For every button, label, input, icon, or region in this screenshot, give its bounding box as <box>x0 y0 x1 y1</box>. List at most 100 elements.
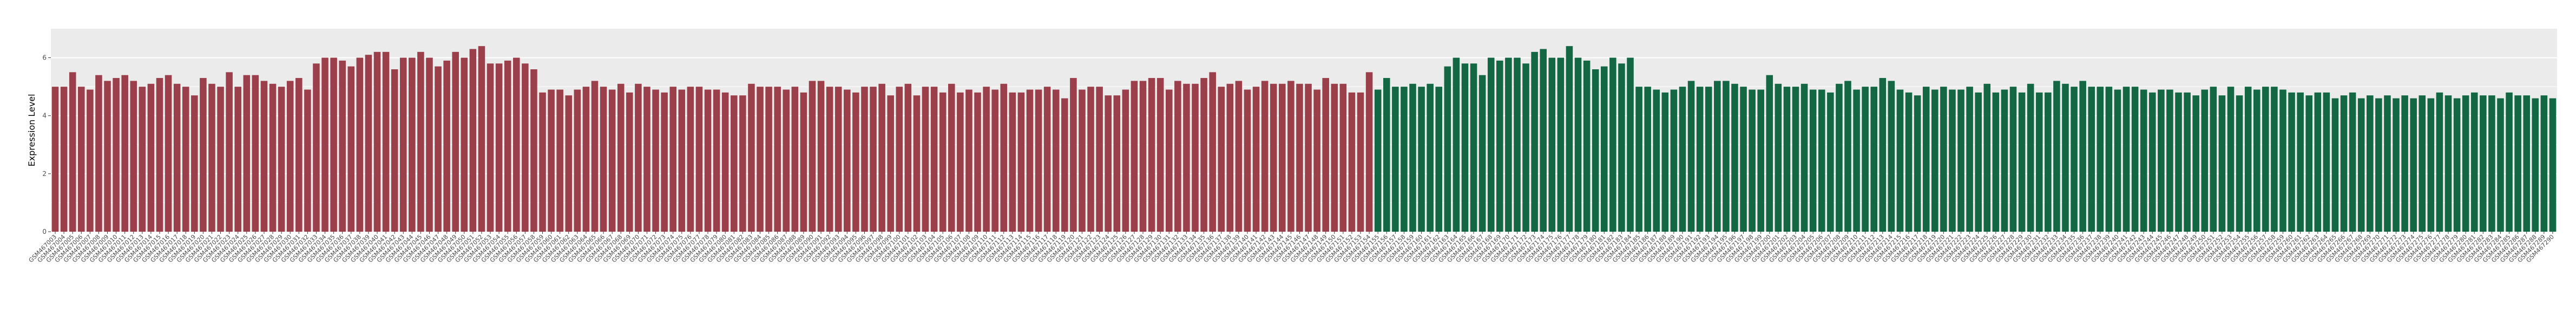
bar <box>1453 57 1460 232</box>
bar <box>1461 63 1469 232</box>
bar <box>904 83 912 232</box>
bar <box>2210 87 2217 232</box>
bar <box>1931 89 1938 232</box>
bar <box>1635 87 1642 232</box>
bar <box>321 57 328 232</box>
bar <box>1244 89 1251 232</box>
bar <box>626 92 633 232</box>
bar <box>1070 78 1077 232</box>
bar <box>1696 87 1704 232</box>
bar <box>817 81 825 232</box>
bar <box>252 75 259 232</box>
bar <box>678 89 686 232</box>
bar <box>243 75 251 232</box>
bar <box>217 87 224 232</box>
bar <box>1966 87 1973 232</box>
bar <box>1357 92 1364 232</box>
bar <box>1470 63 1477 232</box>
bar <box>887 95 894 232</box>
y-axis-ticks: 0 2 4 6 <box>42 54 51 236</box>
bar <box>356 57 364 232</box>
bar <box>2079 81 2086 232</box>
bar <box>1653 89 1660 232</box>
bar <box>2444 95 2452 232</box>
bar <box>2497 98 2504 232</box>
bar <box>1827 92 1834 232</box>
bar <box>78 87 85 232</box>
bar <box>104 81 111 232</box>
bar <box>2506 92 2513 232</box>
bar <box>2393 98 2400 232</box>
bar <box>1305 83 1312 232</box>
bar <box>295 78 303 232</box>
bars <box>51 46 2557 232</box>
bar <box>2357 98 2365 232</box>
bar <box>991 89 998 232</box>
bar <box>382 51 390 232</box>
bar <box>2192 95 2199 232</box>
bar <box>2166 89 2173 232</box>
bar <box>1583 60 1591 232</box>
bar <box>2288 92 2295 232</box>
bar <box>1766 75 1773 232</box>
bar <box>1687 81 1695 232</box>
bar <box>1731 83 1738 232</box>
bar <box>2470 92 2478 232</box>
bar <box>1409 83 1416 232</box>
bar <box>1043 87 1051 232</box>
bar <box>330 57 337 232</box>
bar <box>2401 95 2408 232</box>
bar <box>226 72 233 232</box>
bar <box>713 89 720 232</box>
bar <box>2218 95 2226 232</box>
y-tick-label: 6 <box>42 54 47 62</box>
bar <box>1540 49 1547 232</box>
bar <box>2158 89 2165 232</box>
bar <box>2540 95 2548 232</box>
bar <box>922 87 929 232</box>
bar <box>669 87 676 232</box>
bar <box>1131 81 1138 232</box>
bar <box>1401 87 1408 232</box>
x-axis-ticks: GSM467003GSM467004GSM467005GSM467006GSM4… <box>28 232 2555 264</box>
bar <box>1522 63 1529 232</box>
bar <box>2523 95 2530 232</box>
bar <box>1226 83 1234 232</box>
bar <box>2035 92 2043 232</box>
bar <box>556 89 563 232</box>
bar <box>2175 92 2182 232</box>
bar <box>2018 92 2026 232</box>
bar <box>1096 87 1103 232</box>
bar <box>286 81 294 232</box>
bar <box>757 87 764 232</box>
bar <box>565 95 573 232</box>
bar <box>399 57 407 232</box>
bar <box>156 78 163 232</box>
bar <box>1800 83 1808 232</box>
bar <box>1975 92 1982 232</box>
bar <box>1749 89 1756 232</box>
bar <box>1566 46 1573 232</box>
bar <box>896 87 903 232</box>
bar <box>870 87 877 232</box>
bar <box>147 83 155 232</box>
bar <box>1061 98 1068 232</box>
bar <box>513 57 520 232</box>
bar <box>1113 95 1121 232</box>
bar <box>1940 87 1947 232</box>
bar <box>165 75 172 232</box>
bar <box>861 87 868 232</box>
y-tick-label: 0 <box>42 228 47 236</box>
bar <box>1957 89 1964 232</box>
bar <box>1235 81 1243 232</box>
bar <box>687 87 694 232</box>
bar <box>2088 87 2095 232</box>
bar <box>452 51 459 232</box>
bar <box>1331 83 1338 232</box>
bar <box>2549 98 2557 232</box>
bar <box>1200 78 1207 232</box>
bar <box>1879 78 1887 232</box>
plot-panel-background <box>51 29 2557 232</box>
bar <box>661 92 668 232</box>
bar <box>1661 92 1669 232</box>
